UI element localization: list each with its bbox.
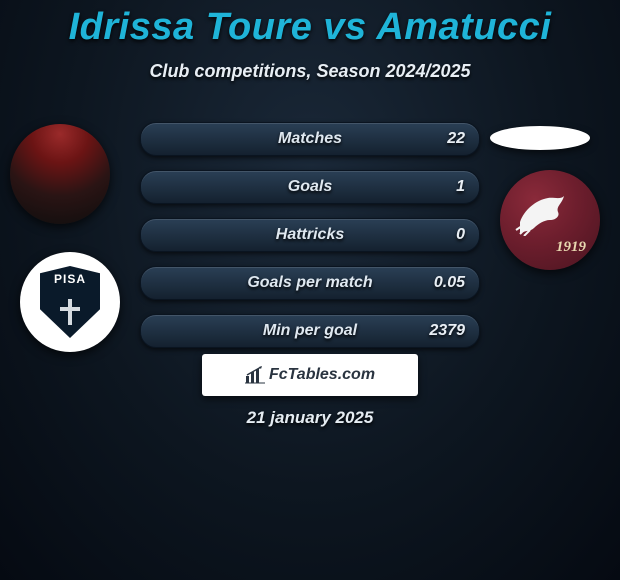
club-badge-left: PISA <box>20 252 120 352</box>
stat-label: Min per goal <box>263 322 357 340</box>
club-badge-right: 1919 <box>500 170 600 270</box>
stat-value-right: 1 <box>456 178 465 196</box>
stat-row-goals: Goals 1 <box>140 170 480 204</box>
stat-value-right: 0 <box>456 226 465 244</box>
horse-icon <box>514 190 572 236</box>
stat-row-mpg: Min per goal 2379 <box>140 314 480 348</box>
stat-label: Goals per match <box>247 274 372 292</box>
brand-text: FcTables.com <box>269 366 375 384</box>
stat-label: Matches <box>278 130 342 148</box>
stat-value-right: 22 <box>447 130 465 148</box>
date-text: 21 january 2025 <box>0 408 620 428</box>
club-badge-right-year: 1919 <box>556 239 586 256</box>
pisa-shield-icon: PISA <box>40 266 100 338</box>
club-badge-left-text: PISA <box>40 272 100 286</box>
page-title: Idrissa Toure vs Amatucci <box>0 0 620 49</box>
stats-list: Matches 22 Goals 1 Hattricks 0 Goals per… <box>140 122 480 362</box>
stat-row-gpm: Goals per match 0.05 <box>140 266 480 300</box>
stat-label: Goals <box>288 178 332 196</box>
stat-row-hattricks: Hattricks 0 <box>140 218 480 252</box>
subtitle: Club competitions, Season 2024/2025 <box>0 61 620 82</box>
bar-chart-icon <box>245 366 265 384</box>
stat-value-right: 2379 <box>429 322 465 340</box>
player-avatar-right-placeholder <box>490 126 590 150</box>
player-avatar-left <box>10 124 110 224</box>
brand-link[interactable]: FcTables.com <box>202 354 418 396</box>
stat-label: Hattricks <box>276 226 344 244</box>
stat-value-right: 0.05 <box>434 274 465 292</box>
stat-row-matches: Matches 22 <box>140 122 480 156</box>
